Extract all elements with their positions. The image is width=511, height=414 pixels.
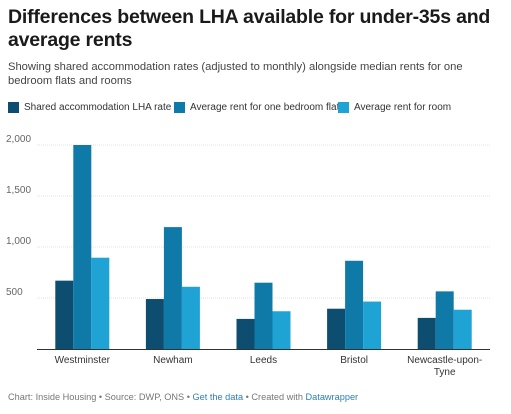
bar (453, 309, 472, 349)
y-tick-label: 1,000 (6, 236, 31, 247)
legend-swatch-room (338, 102, 349, 113)
x-tick-label: Newham (153, 355, 192, 366)
chart-subtitle: Showing shared accommodation rates (adju… (8, 61, 463, 87)
x-tick-label: Leeds (250, 355, 277, 366)
y-tick-label: 1,500 (6, 185, 31, 196)
bar (163, 227, 182, 349)
bar (327, 308, 346, 349)
x-tick-label: Bristol (340, 355, 368, 366)
get-data-link[interactable]: Get the data (192, 392, 244, 402)
bar (55, 280, 74, 349)
x-tick-label: Tyne (434, 367, 456, 378)
legend-swatch-flat (174, 102, 185, 113)
chart-title: Differences between LHA available for un… (8, 6, 491, 51)
chart-footer: Chart: Inside Housing • Source: DWP, ONS… (8, 392, 358, 402)
legend-label-lha: Shared accommodation LHA rate (24, 102, 172, 113)
bar (435, 291, 454, 349)
legend-swatch-lha (8, 102, 19, 113)
legend-item-room: Average rent for room (338, 102, 451, 113)
legend-item-lha: Shared accommodation LHA rate (8, 102, 171, 113)
x-tick-label: Newcastle-upon- (407, 355, 482, 366)
chart-legend: Shared accommodation LHA rate Average re… (8, 102, 508, 118)
footer-created-with: • Created with (243, 392, 306, 402)
bar (272, 311, 291, 349)
legend-label-room: Average rent for room (354, 102, 452, 113)
datawrapper-link[interactable]: Datawrapper (305, 392, 359, 402)
bar (363, 301, 382, 349)
bar (73, 145, 92, 349)
bar (91, 257, 110, 349)
legend-label-flat: Average rent for one bedroom flat (190, 102, 340, 113)
bar (345, 260, 364, 349)
y-tick-label: 500 (6, 287, 23, 298)
bar (417, 317, 436, 349)
footer-source: Chart: Inside Housing • Source: DWP, ONS… (8, 392, 193, 402)
bar-chart: 500 1,000 1,500 2,000 Westminster Newham Leeds… (6, 134, 490, 378)
x-tick-label: Westminster (55, 355, 111, 366)
bar (181, 286, 200, 349)
bar (254, 282, 273, 349)
y-tick-label: 2,000 (6, 134, 31, 145)
bar (236, 318, 255, 349)
bar (145, 299, 164, 349)
legend-item-flat: Average rent for one bedroom flat (174, 102, 339, 113)
